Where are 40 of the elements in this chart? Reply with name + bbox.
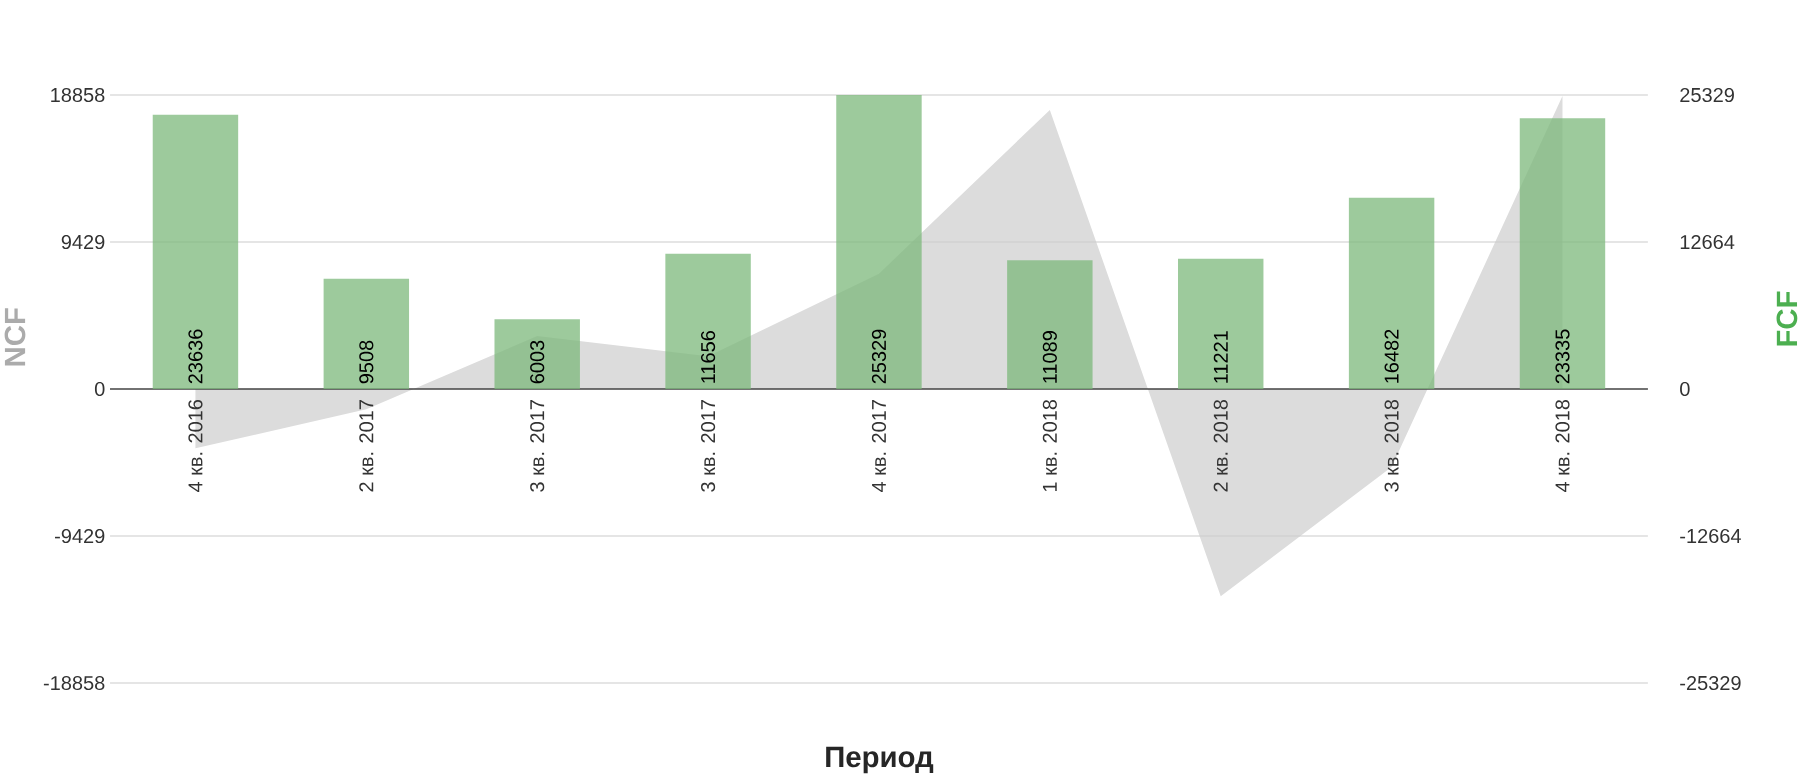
x-tick-label: 3 кв. 2018: [1384, 399, 1399, 492]
y-tick-label: 18858: [51, 87, 105, 103]
data-label: 23636: [188, 329, 203, 384]
data-label: 16482: [1384, 329, 1399, 383]
bar: [494, 319, 580, 389]
bar: [323, 278, 410, 389]
bar: [1348, 197, 1435, 389]
y2-tick-label: -25329: [1680, 675, 1741, 691]
y-tick-label: 0: [94, 381, 105, 397]
data-label: 11656: [701, 331, 716, 383]
bar: [1178, 258, 1264, 389]
bar: [152, 114, 239, 389]
y-axis-title: NCF: [4, 308, 26, 366]
data-label: 6003: [530, 340, 545, 384]
y-tick-label: -9429: [55, 528, 105, 544]
x-tick-label: 1 кв. 2018: [1042, 399, 1057, 492]
x-tick-label: 2 кв. 2018: [1213, 399, 1228, 492]
x-tick-label: 4 кв. 2017: [871, 400, 887, 493]
data-label: 23335: [1555, 329, 1570, 384]
y2-tick-label: -12664: [1680, 528, 1741, 544]
y-tick-label: -18858: [43, 675, 105, 691]
x-tick-label: 4 кв. 2016: [188, 399, 203, 493]
x-tick-label: 2 кв. 2017: [359, 400, 374, 492]
y2-tick-label: 12664: [1680, 234, 1735, 250]
data-label: 9508: [359, 340, 374, 384]
y2-axis-title: FCF: [1776, 291, 1798, 346]
x-tick-label: 3 кв. 2017: [701, 400, 716, 492]
data-label: 11089: [1042, 331, 1057, 383]
data-label: 25329: [871, 329, 887, 384]
y2-tick-label: 0: [1680, 381, 1690, 397]
data-label: 11221: [1213, 331, 1228, 383]
x-axis-title: Период: [826, 746, 934, 774]
bar: [1519, 118, 1606, 389]
y2-tick-label: 25329: [1680, 87, 1734, 103]
bar: [836, 94, 922, 389]
y-tick-label: 9429: [61, 234, 105, 250]
x-tick-label: 3 кв. 2017: [530, 400, 545, 492]
bar: [1007, 260, 1093, 389]
bar: [665, 253, 751, 389]
x-tick-label: 4 кв. 2018: [1555, 399, 1570, 493]
